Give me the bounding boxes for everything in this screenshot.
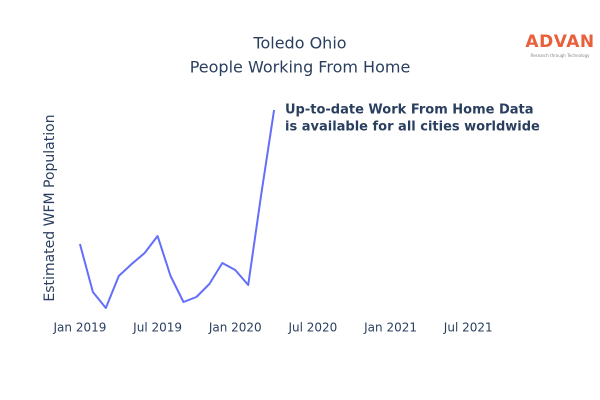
annotation: Up-to-date Work From Home Data	[285, 103, 534, 118]
x-tick-label: Jan 2020	[208, 321, 262, 335]
line	[78, 109, 276, 309]
chart-title: Toledo Ohio	[252, 34, 346, 53]
x-tick-label: Jul 2020	[287, 321, 337, 335]
logo-tagline: Research through Technology	[530, 53, 590, 58]
x-tick-label: Jul 2019	[132, 321, 182, 335]
x-tick-label: Jul 2021	[443, 321, 493, 335]
y-axis-title: Estimated WFM Population	[42, 114, 58, 301]
chart-subtitle: People Working From Home	[190, 58, 411, 77]
x-tick-label: Jan 2021	[363, 321, 417, 335]
logo: ADVAN	[525, 32, 594, 52]
annotation: is available for all cities worldwide	[285, 120, 540, 135]
x-tick-label: Jan 2019	[53, 321, 107, 335]
